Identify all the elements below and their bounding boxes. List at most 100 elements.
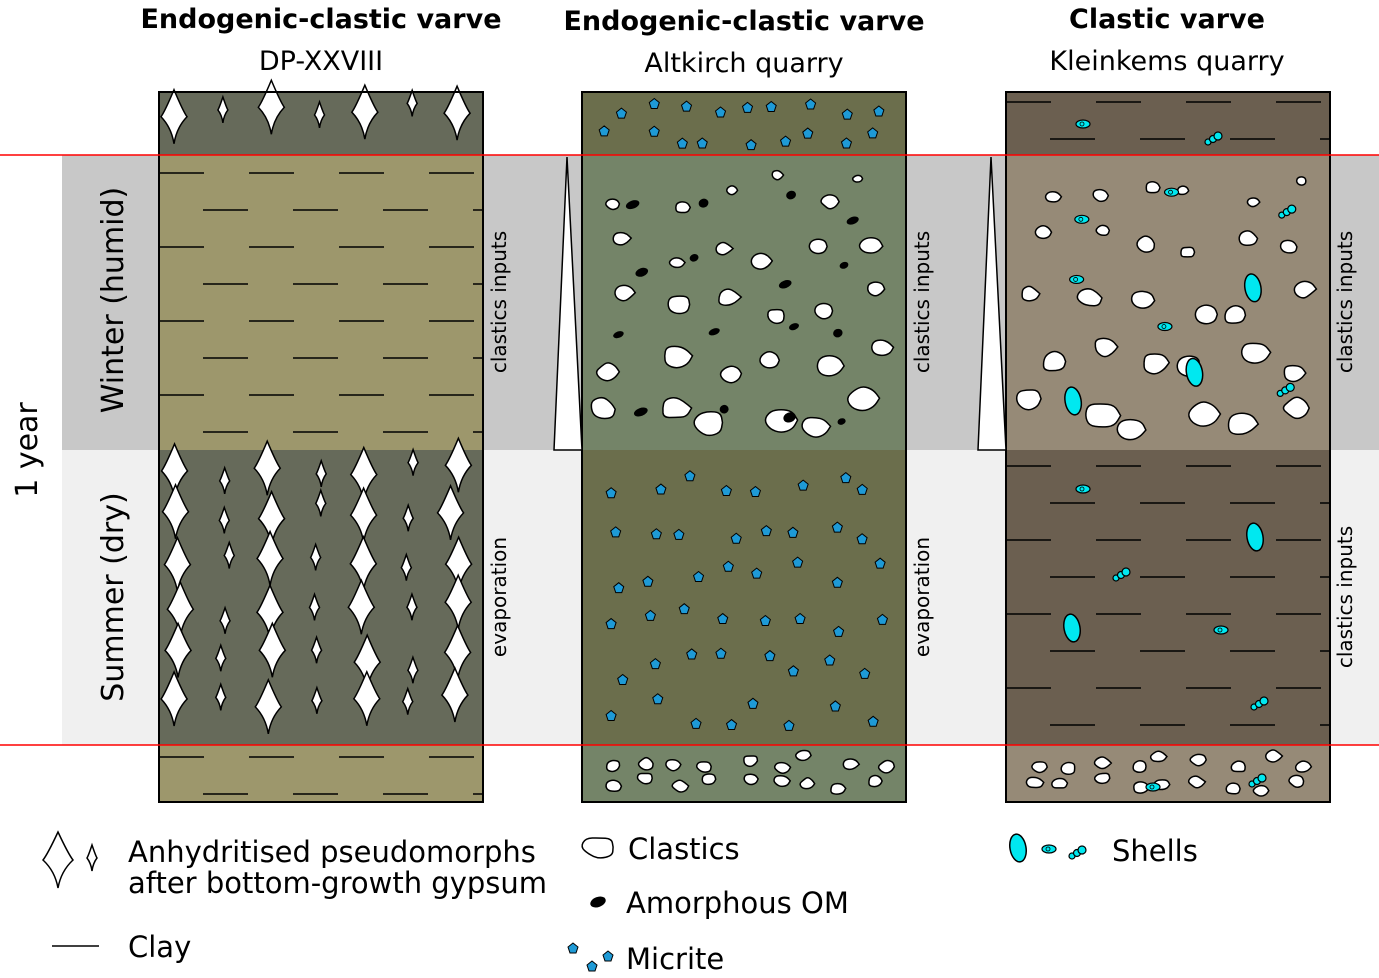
clastic-grain [614, 284, 637, 302]
micrite-grain [760, 524, 772, 537]
clastic-grain [701, 773, 717, 786]
clastic-layer [582, 155, 906, 450]
clastic-grain [1093, 756, 1113, 770]
shell-bivalve [1243, 273, 1262, 303]
gypsum-crystal [440, 666, 469, 723]
shell-spiral [1079, 121, 1085, 127]
shell-gastropod [1075, 484, 1091, 494]
micrite-grain [874, 557, 886, 569]
micrite-grain [652, 693, 664, 705]
clastic-grain [1095, 224, 1111, 237]
clastic-grain [605, 198, 621, 211]
gypsum-crystal [218, 465, 231, 495]
clastic-grain [759, 350, 781, 369]
organic-matter [689, 254, 699, 262]
micrite-grain [655, 483, 667, 495]
clastic-grain [808, 238, 828, 255]
clastic-grain [1293, 280, 1318, 299]
micrite-grain [833, 625, 845, 637]
clastic-grain [816, 354, 846, 377]
micrite-grain [715, 647, 727, 659]
micrite-grain [856, 483, 868, 495]
micrite-grain [751, 567, 763, 579]
column-subtitle: Altkirch quarry [644, 48, 843, 79]
clastic-grain [1044, 190, 1063, 203]
micrite-grain [720, 484, 732, 497]
clastic-grain [750, 252, 774, 270]
legend-clastics-label: Clastics [628, 832, 740, 866]
organic-matter [783, 412, 796, 423]
clastic-grain [664, 345, 694, 369]
clastic-grain [1176, 185, 1190, 196]
clastic-grain [1021, 285, 1041, 302]
winter-process-label: clastics inputs [1333, 231, 1357, 373]
clastic-grain [668, 257, 687, 269]
gypsum-crystal [406, 88, 419, 117]
brown-clastic-layer [1006, 155, 1330, 450]
micrite-grain [841, 108, 853, 120]
micrite-grain [787, 665, 799, 677]
clastic-grain [636, 772, 653, 785]
clastic-grain [771, 169, 785, 181]
clastic-grain [1130, 290, 1156, 309]
gypsum-crystal [407, 654, 419, 684]
clastic-grain [866, 281, 886, 297]
clastic-grain [667, 295, 691, 315]
clastic-input-wedge [553, 156, 583, 451]
clastic-grain [1132, 760, 1147, 774]
clastic-grain [662, 396, 693, 419]
clastic-grain [877, 759, 896, 774]
winter-process-label: clastics inputs [487, 231, 511, 373]
shell-ostracod [1077, 845, 1087, 855]
micrite-grain [586, 960, 598, 972]
year-label: 1 year [10, 402, 45, 498]
clastic-grain [773, 761, 792, 774]
micrite-grain [696, 137, 708, 149]
shell-spiral [1079, 486, 1085, 492]
clastic-grain [1051, 777, 1069, 789]
brown-clastic-layer-fill [1006, 745, 1330, 802]
column-border [158, 91, 484, 803]
clastic-grain [830, 782, 847, 795]
micrite-grain [764, 649, 776, 662]
shell-spiral [1161, 324, 1167, 329]
micrite-grain [617, 673, 629, 685]
clastic-grain [1246, 197, 1261, 208]
clastic-grain [743, 755, 759, 768]
micrite-grain [602, 950, 614, 962]
micrite-grain [725, 718, 738, 731]
micrite-layer-fill [582, 450, 906, 745]
micrite-grain [717, 612, 729, 625]
micrite-grain [873, 105, 885, 117]
micrite-grain [598, 125, 610, 137]
summer-process-label: evaporation [910, 537, 934, 657]
clastic-grain [1283, 364, 1307, 383]
clastic-grain [1224, 304, 1247, 324]
shell-bivalve [1246, 522, 1264, 552]
micrite-grain [867, 715, 879, 727]
clastic-grain [605, 779, 623, 792]
gypsum-crystal [310, 685, 323, 714]
shell-spiral [1149, 784, 1155, 790]
clastic-grain [1230, 760, 1246, 773]
clastic-grain [773, 774, 792, 788]
clastic-grain [1227, 412, 1260, 436]
gypsum-crystal [86, 842, 98, 872]
gypsum-crystal [401, 686, 414, 715]
micrite-grain [749, 485, 762, 497]
micrite-grain [856, 533, 868, 545]
organic-matter [839, 261, 849, 269]
micrite-grain [794, 612, 806, 625]
clastic-grain [1094, 337, 1119, 358]
organic-matter [625, 200, 640, 210]
micrite-grain [765, 100, 777, 112]
shell-gastropod [1163, 187, 1180, 197]
micrite-grain [759, 614, 771, 627]
shell-gastropod [1041, 844, 1057, 854]
winter-process-label: clastics inputs [910, 231, 934, 373]
micrite-grain [741, 101, 754, 113]
column-subtitle: DP-XXVIII [259, 46, 383, 77]
micrite-grain [676, 137, 688, 149]
organic-matter [778, 280, 792, 289]
clastic-grain [1180, 246, 1196, 258]
